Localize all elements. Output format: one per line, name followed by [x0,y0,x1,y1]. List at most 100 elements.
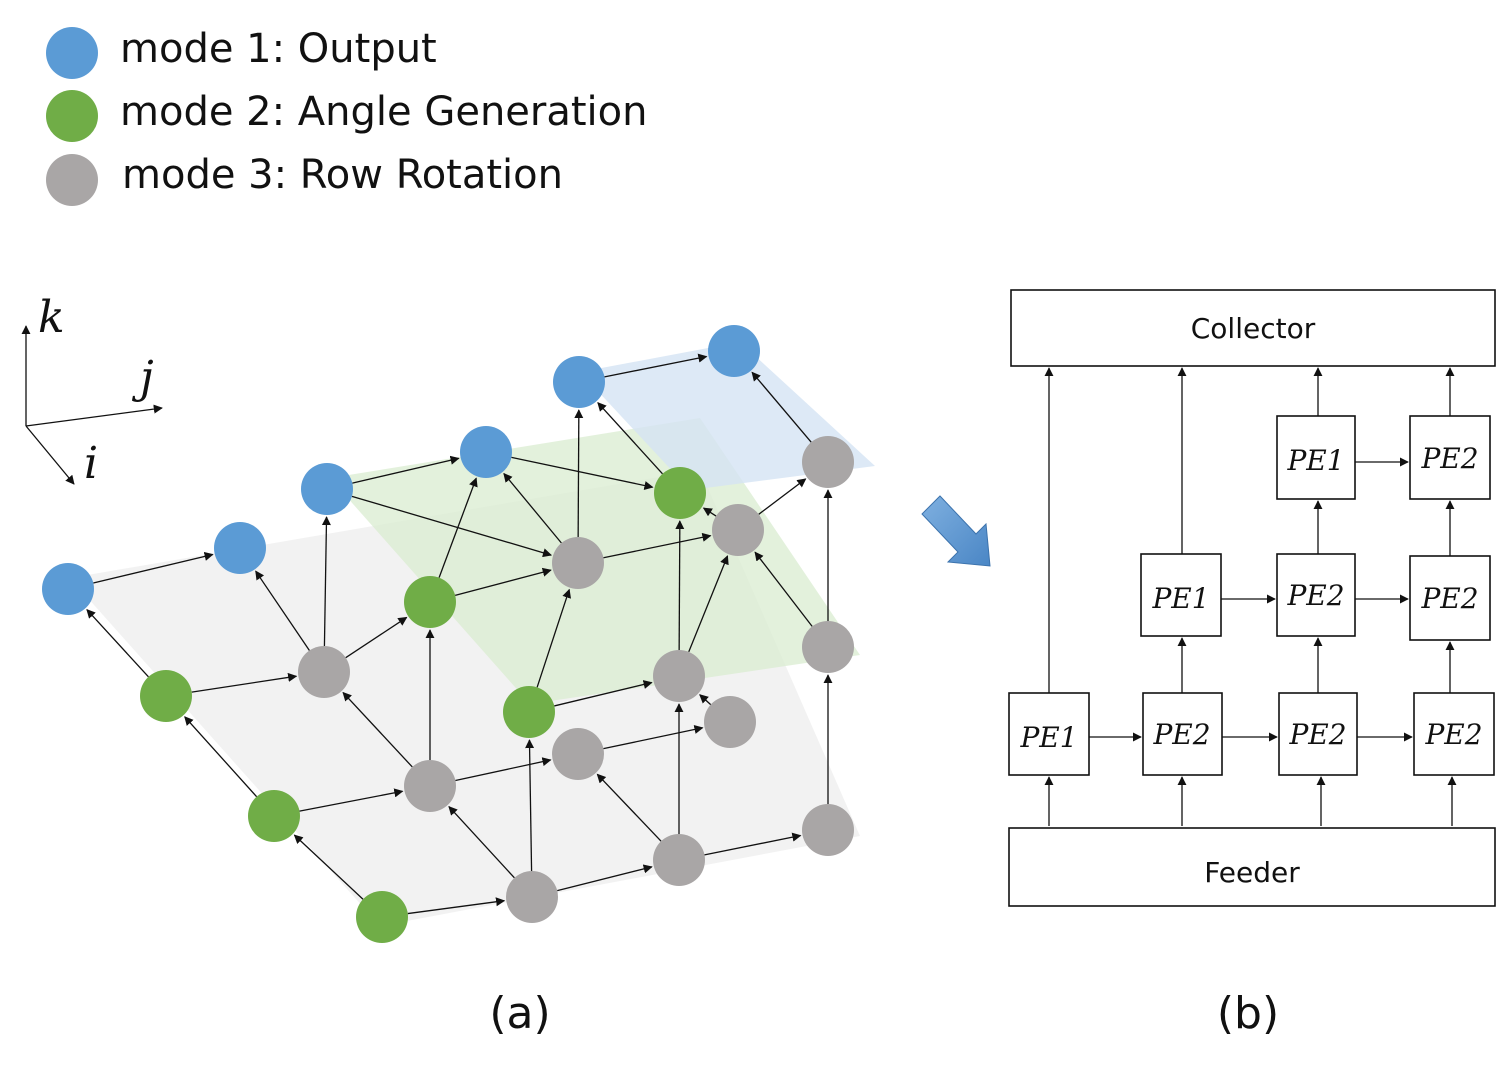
pe-box: PE2 [1413,692,1495,776]
rotation-node [802,436,854,488]
legend-label-output: mode 1: Output [120,26,437,72]
pe-box: PE2 [1409,555,1491,641]
lattice-edge [536,588,572,688]
angle-node [654,467,706,519]
lattice-edge [596,773,662,842]
pe-label: PE2 [1288,718,1346,751]
legend-item-output: mode 1: Output [46,26,437,79]
lattice-edge [603,725,704,750]
pe-box: PE1 [1140,553,1222,637]
transform-arrow [921,495,991,567]
rotation-dot [46,154,98,206]
rotation-node [298,646,350,698]
angle-node [248,790,300,842]
lattice-edge [299,788,404,812]
lattice-edge [342,691,413,768]
lattice-edge [554,680,653,707]
lattice-edge [352,455,460,484]
rotation-node [712,504,764,556]
lattice-edges [86,353,833,915]
legend-item-angle: mode 2: Angle Generation [46,89,647,142]
lattice-edge [86,608,149,678]
lattice-nodes [42,325,854,943]
lattice-diagram [42,325,875,943]
pe-label: PE2 [1152,718,1210,751]
pe-label: PE2 [1286,579,1344,612]
collector-label: Collector [1191,312,1316,345]
lattice-edge [704,832,802,856]
i-axis-label: i [84,438,98,489]
lattice-edge [511,456,654,490]
pe-box: PE2 [1409,415,1491,500]
lattice-edge [191,672,298,693]
output-node [460,426,512,478]
output-node [214,522,266,574]
lattice-edge [699,694,712,706]
lattice-edge [345,616,408,659]
lattice-edge [448,805,515,879]
angle-node [140,670,192,722]
rotation-node [653,650,705,702]
rotation-node [506,871,558,923]
angle-node [404,576,456,628]
lattice-edge [574,409,584,538]
output-node [708,325,760,377]
legend-item-rotation: mode 3: Row Rotation [46,152,563,206]
lattice-edge [688,555,729,653]
pe-box: PE2 [1276,553,1356,637]
pe-label: PE1 [1286,444,1344,477]
rotation-node [802,621,854,673]
lattice-edge [293,834,364,900]
pe-box: PE2 [1142,692,1223,776]
lattice-edge [503,472,562,544]
j-axis-label: j [131,352,154,403]
angle-node [356,891,408,943]
rotation-node [802,804,854,856]
panel-b-caption: (b) [1217,988,1279,1039]
legend-label-rotation: mode 3: Row Rotation [122,152,563,198]
pe-box: PE2 [1278,692,1358,776]
lattice-edge [525,739,535,872]
pe-label: PE2 [1420,582,1478,615]
lattice-edge [603,532,712,559]
rotation-node [704,696,756,748]
lattice-edge [754,551,813,627]
feeder-label: Feeder [1204,856,1300,889]
pe-label: PE1 [1019,721,1077,754]
pe-label: PE2 [1424,718,1482,751]
rotation-node [653,834,705,886]
output-node [301,463,353,515]
lattice-edge [604,353,708,378]
lattice-edge [455,757,552,782]
pe-label: PE1 [1151,582,1209,615]
i-axis [25,425,75,485]
k-axis-label: k [38,292,65,343]
lattice-edge [454,567,552,597]
rotation-node [552,728,604,780]
angle-dot [46,90,98,142]
pe-array-diagram: Collector Feeder PE1 PE2 PE1 PE2 PE2 PE [1008,289,1496,907]
panel-a-caption: (a) [489,988,550,1039]
lattice-edge [557,864,653,892]
legend: mode 1: Output mode 2: Angle Generation … [46,26,647,206]
legend-label-angle: mode 2: Angle Generation [120,89,647,135]
angle-node [503,686,555,738]
rotation-node [404,760,456,812]
lattice-edge [758,478,807,515]
lattice-edge [321,516,331,647]
pe-box: PE1 [1008,692,1090,776]
lattice-edge [751,371,812,443]
lattice-edge [675,520,685,651]
top-plane [580,342,875,490]
pe-label: PE2 [1420,442,1478,475]
collector-box [1010,289,1496,367]
rotation-node [552,537,604,589]
lattice-edge [255,570,310,651]
output-node [553,356,605,408]
lattice-edge [702,507,717,517]
lattice-edge [597,402,663,475]
pe-box: PE1 [1276,415,1356,500]
output-dot [46,27,98,79]
feeder-box [1008,827,1496,907]
